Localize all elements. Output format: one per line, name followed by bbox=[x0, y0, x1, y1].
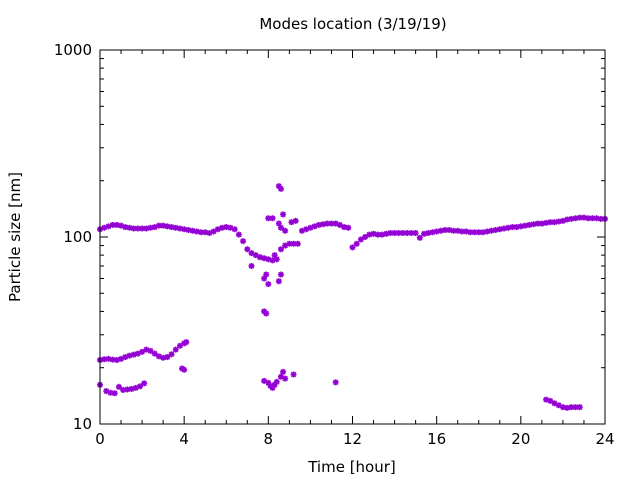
data-point bbox=[282, 227, 289, 234]
data-point bbox=[107, 389, 114, 396]
data-point bbox=[240, 238, 247, 245]
data-point bbox=[593, 215, 600, 222]
data-point bbox=[128, 385, 135, 392]
data-point bbox=[496, 226, 503, 233]
x-tick-label: 20 bbox=[511, 430, 530, 448]
data-point bbox=[151, 350, 158, 357]
data-point bbox=[248, 262, 255, 269]
data-points bbox=[97, 183, 608, 411]
data-point bbox=[269, 215, 276, 222]
data-point bbox=[559, 404, 566, 411]
y-tick-label: 100 bbox=[63, 228, 92, 246]
data-point bbox=[292, 217, 299, 224]
data-point bbox=[115, 383, 122, 390]
data-point bbox=[273, 378, 280, 385]
data-point bbox=[235, 231, 242, 238]
data-point bbox=[290, 240, 297, 247]
data-point bbox=[147, 347, 154, 354]
data-point bbox=[263, 271, 270, 278]
data-point bbox=[265, 281, 272, 288]
data-point bbox=[263, 310, 270, 317]
y-tick-label: 10 bbox=[73, 415, 92, 433]
x-tick-label: 24 bbox=[595, 430, 614, 448]
data-point bbox=[271, 252, 278, 259]
data-point bbox=[231, 226, 238, 233]
data-point bbox=[526, 221, 533, 228]
data-point bbox=[589, 215, 596, 222]
data-point bbox=[176, 342, 183, 349]
data-point bbox=[362, 234, 369, 240]
data-point bbox=[120, 386, 127, 393]
data-point bbox=[294, 240, 301, 247]
data-point bbox=[277, 224, 284, 231]
chart-title: Modes location (3/19/19) bbox=[259, 15, 446, 33]
data-point bbox=[580, 214, 587, 221]
data-point bbox=[412, 230, 419, 237]
data-point bbox=[547, 219, 554, 226]
data-point bbox=[547, 397, 554, 404]
data-point bbox=[181, 366, 188, 373]
data-point bbox=[421, 230, 428, 237]
data-point bbox=[387, 230, 394, 237]
data-point bbox=[332, 379, 339, 386]
x-axis-label: Time [hour] bbox=[307, 458, 396, 476]
data-point bbox=[183, 339, 190, 346]
x-tick-label: 8 bbox=[264, 430, 274, 448]
data-point bbox=[391, 230, 398, 237]
data-point bbox=[265, 256, 272, 263]
data-point bbox=[357, 236, 364, 243]
data-point bbox=[290, 371, 297, 378]
data-point bbox=[130, 225, 137, 232]
data-point bbox=[141, 380, 148, 387]
data-point bbox=[277, 246, 284, 253]
data-point bbox=[164, 354, 171, 361]
data-point bbox=[572, 215, 579, 222]
data-point bbox=[168, 351, 175, 358]
data-point bbox=[134, 350, 141, 357]
data-point bbox=[136, 383, 143, 390]
data-point bbox=[345, 224, 352, 231]
data-point bbox=[576, 404, 583, 411]
data-point bbox=[139, 348, 146, 355]
data-point bbox=[416, 234, 423, 241]
data-point bbox=[277, 185, 284, 192]
plot-frame bbox=[99, 49, 606, 425]
data-point bbox=[139, 225, 146, 232]
y-tick-label: 1000 bbox=[54, 41, 92, 59]
data-point bbox=[111, 390, 118, 397]
x-tick-label: 12 bbox=[343, 430, 362, 448]
data-point bbox=[353, 240, 360, 247]
data-point bbox=[408, 230, 415, 237]
x-tick-label: 0 bbox=[95, 430, 105, 448]
data-point bbox=[277, 271, 284, 278]
data-point bbox=[280, 211, 287, 218]
data-point bbox=[282, 375, 289, 382]
data-point bbox=[568, 404, 575, 411]
y-axis-label: Particle size [nm] bbox=[6, 172, 24, 302]
x-tick-label: 16 bbox=[427, 430, 446, 448]
data-point bbox=[172, 346, 179, 353]
axis-ticks: 0 4 8 12 16 20 24 10 100 1000 bbox=[54, 41, 615, 448]
data-point bbox=[433, 228, 440, 235]
data-point bbox=[349, 244, 356, 251]
data-point bbox=[328, 220, 335, 227]
data-point bbox=[275, 278, 282, 285]
data-point bbox=[248, 250, 255, 257]
data-point bbox=[269, 384, 276, 391]
data-point bbox=[280, 368, 287, 375]
x-tick-label: 4 bbox=[179, 430, 189, 448]
data-point bbox=[244, 246, 251, 253]
